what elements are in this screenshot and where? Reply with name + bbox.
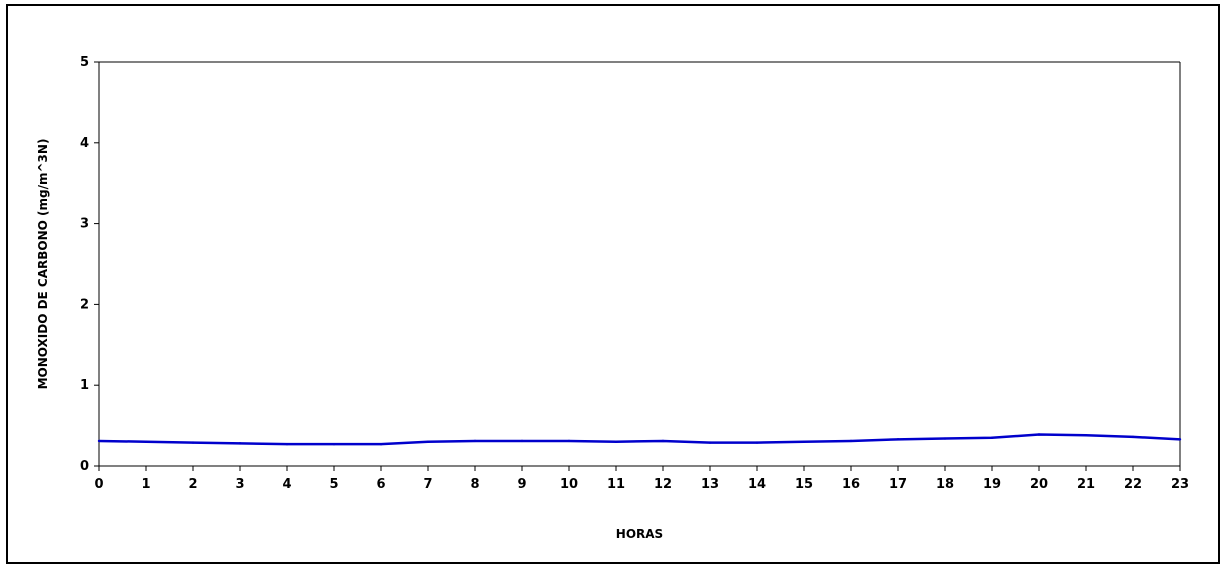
data-point	[755, 441, 759, 444]
y-tick-label: 2	[80, 297, 89, 312]
x-tick-label: 6	[376, 477, 385, 492]
x-tick-label: 3	[235, 477, 244, 492]
data-point	[708, 441, 712, 444]
data-point	[849, 439, 853, 443]
data-point	[238, 442, 242, 445]
x-tick-label: 5	[329, 477, 338, 492]
x-tick-label: 0	[94, 477, 103, 492]
series-layer	[97, 433, 1182, 446]
x-tick-label: 8	[470, 477, 479, 492]
x-tick-label: 23	[1171, 477, 1189, 492]
data-point	[144, 440, 148, 443]
data-point	[1178, 438, 1182, 441]
y-ticks: 0 1 2 3 4 5	[80, 55, 99, 474]
data-point	[614, 440, 618, 443]
data-point	[473, 439, 477, 443]
data-point	[661, 439, 665, 443]
x-axis-title: HORAS	[616, 527, 663, 541]
data-point	[285, 442, 289, 446]
data-point	[802, 440, 806, 443]
x-tick-label: 22	[1124, 477, 1142, 492]
x-tick-label: 18	[936, 477, 954, 492]
data-point	[943, 437, 947, 440]
data-point	[426, 440, 430, 443]
chart-frame	[6, 4, 1220, 564]
x-tick-label: 19	[983, 477, 1001, 492]
x-tick-label: 13	[701, 477, 719, 492]
data-point	[567, 439, 571, 443]
x-ticks: 0 1 2 3 4 5 6 7 8 9 10 11 12 13 14 15 16 17 18 19 20 21 22 23	[94, 466, 1189, 492]
x-tick-label: 9	[517, 477, 526, 492]
series-line-0	[98, 433, 1181, 446]
x-tick-label: 15	[795, 477, 813, 492]
x-tick-label: 21	[1077, 477, 1095, 492]
x-tick-label: 2	[188, 477, 197, 492]
data-point	[97, 439, 101, 443]
y-tick-label: 1	[80, 378, 89, 393]
x-tick-label: 1	[141, 477, 150, 492]
x-tick-label: 4	[282, 477, 291, 492]
y-tick-label: 5	[80, 55, 89, 70]
y-axis-title: MONOXIDO DE CARBONO (mg/m^3N)	[36, 139, 50, 390]
x-tick-label: 17	[889, 477, 907, 492]
y-tick-label: 4	[80, 136, 89, 151]
data-point	[520, 439, 524, 443]
data-point	[1131, 435, 1135, 439]
data-point	[332, 442, 336, 446]
data-point	[379, 442, 383, 446]
axes	[98, 61, 1181, 467]
x-tick-label: 20	[1030, 477, 1048, 492]
data-point	[990, 436, 994, 439]
x-tick-label: 16	[842, 477, 860, 492]
y-tick-label: 3	[80, 217, 89, 232]
data-point	[896, 438, 900, 441]
x-tick-label: 7	[423, 477, 432, 492]
x-tick-label: 12	[654, 477, 672, 492]
y-tick-label: 0	[80, 459, 89, 474]
data-point	[1037, 433, 1041, 436]
data-point	[191, 441, 195, 444]
x-tick-label: 14	[748, 477, 766, 492]
x-tick-label: 11	[607, 477, 625, 492]
data-point	[1084, 434, 1088, 437]
x-tick-label: 10	[560, 477, 578, 492]
